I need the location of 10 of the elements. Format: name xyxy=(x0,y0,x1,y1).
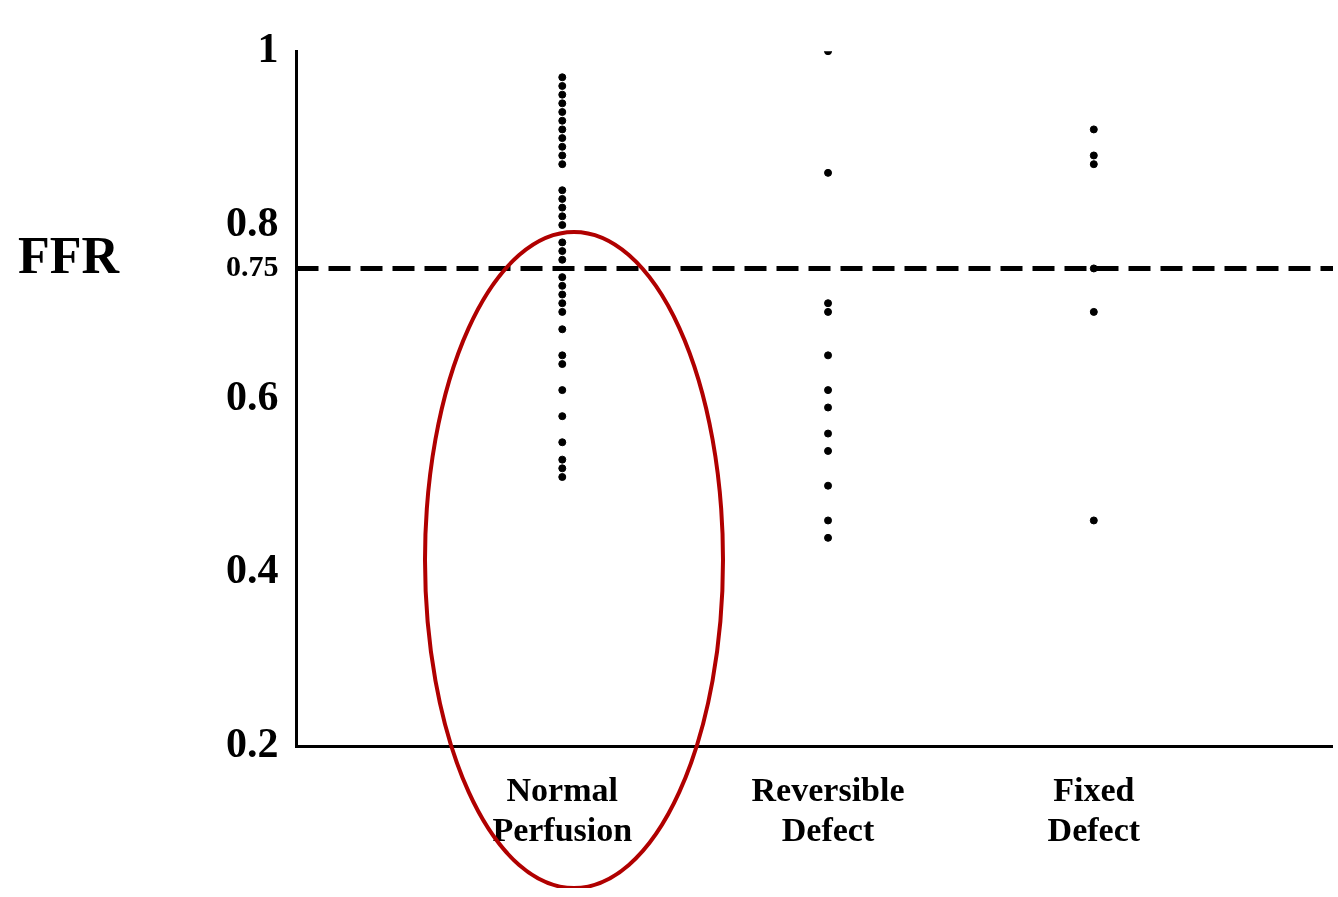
y-axis-title: FFR xyxy=(18,227,121,285)
x-tick-label: Fixed Defect xyxy=(1047,770,1141,849)
y-tick-label: 0.4 xyxy=(226,546,279,593)
y-tick-label: 1 xyxy=(257,25,279,72)
y-tick-label: 0.6 xyxy=(226,372,279,419)
y-tick-label: 0.2 xyxy=(226,720,279,767)
x-tick-label: Reversible Defect xyxy=(751,770,905,849)
y-tick-label: 0.75 xyxy=(226,249,279,283)
x-tick-label: Normal Perfusion xyxy=(492,770,633,849)
y-tick-label: 0.8 xyxy=(226,198,279,245)
